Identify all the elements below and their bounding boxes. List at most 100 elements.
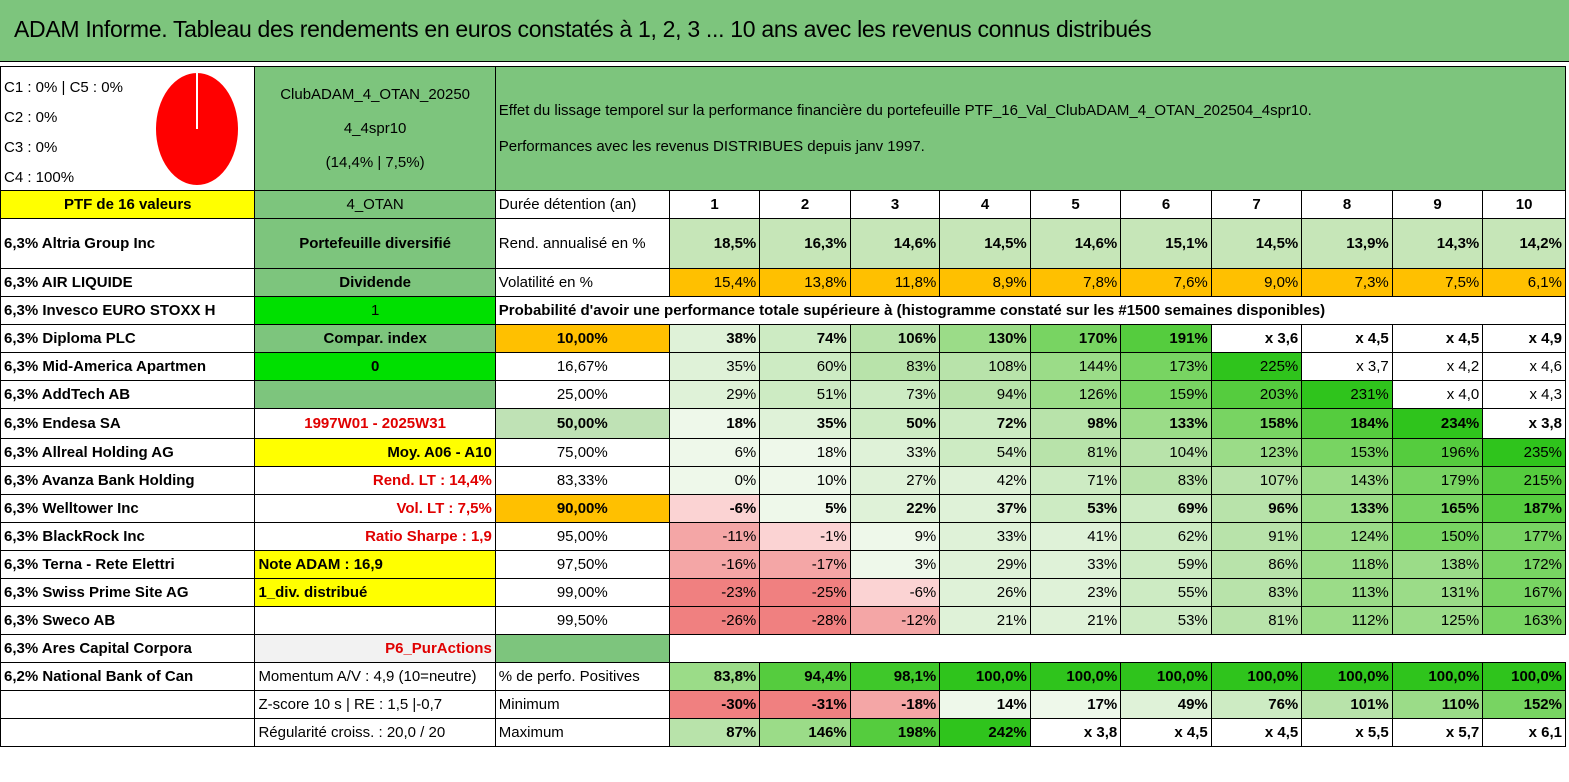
maximum-value: 198%	[849, 718, 941, 747]
probability-value: 153%	[1301, 438, 1393, 467]
positives-value: 94,4%	[759, 662, 851, 691]
allocation-label: C1 : 0% | C5 : 0%	[4, 79, 123, 96]
probability-value: 191%	[1120, 324, 1212, 353]
probability-value: 74%	[759, 324, 851, 353]
holding-item: 6,3% Invesco EURO STOXX H	[0, 296, 256, 325]
probability-level: 95,00%	[494, 522, 670, 551]
info-zscore: Z-score 10 s | RE : 1,5 |-0,7	[254, 690, 496, 719]
probability-level: 25,00%	[494, 380, 670, 409]
info-one: 1	[254, 296, 496, 325]
maximum-value: 87%	[668, 718, 761, 747]
rend-value: 13,9%	[1301, 218, 1393, 269]
probability-value: 130%	[939, 324, 1031, 353]
positives-label: % de perfo. Positives	[494, 662, 670, 691]
year-header: 4	[939, 190, 1031, 219]
report-title-bar: ADAM Informe. Tableau des rendements en …	[0, 0, 1569, 62]
info-portefeuille: Portefeuille diversifié	[254, 218, 496, 269]
info-cell: Note ADAM : 16,9	[254, 550, 496, 579]
positives-value: 100,0%	[1391, 662, 1484, 691]
probability-value: -28%	[759, 606, 851, 635]
year-header: 6	[1120, 190, 1212, 219]
ptf-code: 4_OTAN	[254, 190, 496, 219]
probability-value: 104%	[1120, 438, 1212, 467]
probability-value: 133%	[1301, 494, 1393, 523]
probability-value: 106%	[849, 324, 941, 353]
probability-value: 60%	[759, 352, 851, 381]
minimum-value: 152%	[1482, 690, 1566, 719]
probability-value: 91%	[1210, 522, 1303, 551]
probability-value: 51%	[759, 380, 851, 409]
probability-value: 26%	[939, 578, 1031, 607]
probability-level: 10,00%	[494, 324, 670, 353]
vol-value: 7,6%	[1120, 268, 1212, 297]
probability-value: 138%	[1391, 550, 1484, 579]
vol-value: 7,3%	[1301, 268, 1393, 297]
vol-value: 8,9%	[939, 268, 1031, 297]
info-regularite: Régularité croiss. : 20,0 / 20	[254, 718, 496, 747]
probability-value: 83%	[1210, 578, 1303, 607]
probability-value: 96%	[1210, 494, 1303, 523]
minimum-value: -31%	[759, 690, 851, 719]
probability-value: -17%	[759, 550, 851, 579]
probability-level: 90,00%	[494, 494, 670, 523]
rend-value: 14,3%	[1391, 218, 1484, 269]
blank-area	[668, 634, 1566, 663]
proba-label: Probabilité d'avoir une performance tota…	[494, 296, 1567, 325]
probability-value: 0%	[668, 466, 761, 495]
probability-value: x 4,5	[1301, 324, 1393, 353]
maximum-value: 146%	[759, 718, 851, 747]
info-cell: Rend. LT : 14,4%	[254, 466, 496, 495]
holding-item: 6,3% Ares Capital Corpora	[0, 634, 256, 663]
probability-value: 22%	[849, 494, 941, 523]
probability-value: 187%	[1482, 494, 1566, 523]
positives-value: 100,0%	[939, 662, 1031, 691]
probability-value: 54%	[939, 438, 1031, 467]
vol-value: 13,8%	[759, 268, 851, 297]
probability-value: 225%	[1210, 352, 1303, 381]
year-header: 1	[668, 190, 761, 219]
probability-value: 37%	[939, 494, 1031, 523]
probability-level: 50,00%	[494, 408, 670, 439]
probability-value: 83%	[1120, 466, 1212, 495]
probability-value: 33%	[939, 522, 1031, 551]
maximum-label: Maximum	[494, 718, 670, 747]
probability-value: 98%	[1029, 408, 1122, 439]
probability-level: 97,50%	[494, 550, 670, 579]
probability-value: 27%	[849, 466, 941, 495]
probability-value: 196%	[1391, 438, 1484, 467]
probability-value: 55%	[1120, 578, 1212, 607]
probability-value: -6%	[849, 578, 941, 607]
probability-level: 99,00%	[494, 578, 670, 607]
positives-value: 100,0%	[1120, 662, 1212, 691]
probability-value: 234%	[1391, 408, 1484, 439]
probability-value: 163%	[1482, 606, 1566, 635]
rend-label: Rend. annualisé en %	[494, 218, 670, 269]
probability-level: 16,67%	[494, 352, 670, 381]
description-line2: Performances avec les revenus DISTRIBUES…	[498, 137, 925, 155]
report-title: ADAM Informe. Tableau des rendements en …	[14, 16, 1152, 42]
info-cell: 1997W01 - 2025W31	[254, 408, 496, 439]
probability-value: 124%	[1301, 522, 1393, 551]
probability-value: 73%	[849, 380, 941, 409]
probability-level: 75,00%	[494, 438, 670, 467]
minimum-value: 110%	[1391, 690, 1484, 719]
probability-value: 10%	[759, 466, 851, 495]
info-empty	[254, 380, 496, 409]
holding-item: 6,3% Terna - Rete Elettri	[0, 550, 256, 579]
probability-value: 5%	[759, 494, 851, 523]
probability-value: 33%	[849, 438, 941, 467]
info-cell: Compar. index	[254, 324, 496, 353]
year-header: 5	[1029, 190, 1122, 219]
holding-item: 6,3% Endesa SA	[0, 408, 256, 439]
probability-value: 133%	[1120, 408, 1212, 439]
probability-value: 112%	[1301, 606, 1393, 635]
fund-name-name_line3: (14,4% | 7,5%)	[325, 153, 425, 171]
positives-value: 83,8%	[668, 662, 761, 691]
positives-value: 100,0%	[1482, 662, 1566, 691]
probability-value: 29%	[668, 380, 761, 409]
probability-value: 170%	[1029, 324, 1122, 353]
positives-value: 98,1%	[849, 662, 941, 691]
maximum-value: x 4,5	[1210, 718, 1303, 747]
probability-value: -26%	[668, 606, 761, 635]
year-header: 2	[759, 190, 851, 219]
